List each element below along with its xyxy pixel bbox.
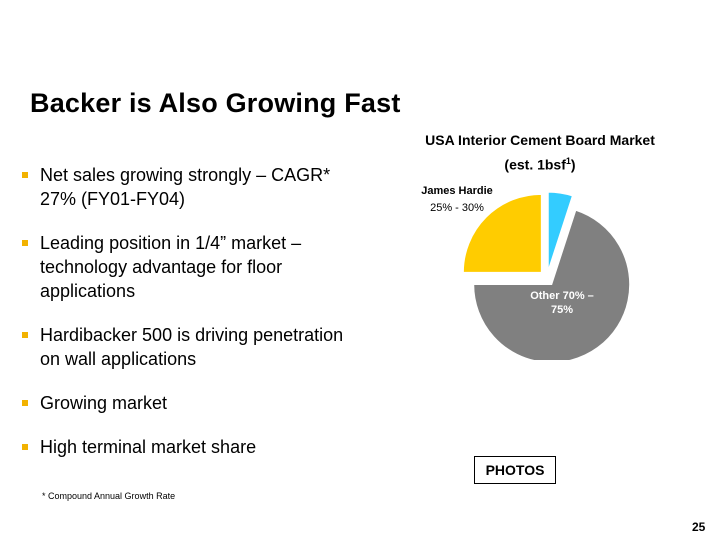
slice-label-other-line1: Other 70% –: [530, 290, 594, 302]
bullet-square-icon: [22, 332, 28, 338]
pie-chart: James Hardie 25% - 30% Other 70% – 75%: [421, 185, 631, 360]
chart-title-close: ): [570, 156, 576, 173]
chart-title-unit: (est. 1bsf: [504, 156, 566, 173]
bullet-item: High terminal market share: [20, 435, 360, 459]
pie-slices: [462, 191, 631, 360]
footnote: * Compound Annual Growth Rate: [42, 491, 176, 501]
bullet-item: Growing market: [20, 391, 360, 415]
pie-slice-small: [547, 191, 573, 271]
slide-title: Backer is Also Growing Fast: [30, 88, 401, 118]
pie-slice-other: [473, 209, 631, 360]
page-number: 25: [692, 520, 706, 534]
bullet-text: Hardibacker 500 is driving penetration o…: [40, 325, 344, 369]
slice-label-james-hardie-line2: 25% - 30%: [430, 202, 484, 214]
chart-title-line2: (est. 1bsf1): [395, 151, 685, 176]
slice-label-other-line2: 75%: [551, 304, 573, 316]
bullet-text: Leading position in 1/4” market – techno…: [40, 233, 302, 301]
chart-title-line1: USA Interior Cement Board Market: [425, 132, 655, 148]
bullet-square-icon: [22, 400, 28, 406]
photos-placeholder: PHOTOS: [474, 456, 556, 484]
bullet-item: Hardibacker 500 is driving penetration o…: [20, 323, 360, 371]
bullet-list: Net sales growing strongly – CAGR* 27% (…: [20, 163, 360, 479]
bullet-text: High terminal market share: [40, 437, 257, 457]
bullet-item: Net sales growing strongly – CAGR* 27% (…: [20, 163, 360, 211]
pie-slice-james-hardie: [462, 193, 542, 273]
chart-title: USA Interior Cement Board Market (est. 1…: [395, 130, 685, 176]
bullet-square-icon: [22, 444, 28, 450]
bullet-text: Growing market: [40, 393, 168, 413]
slice-label-james-hardie-line1: James Hardie: [421, 185, 493, 197]
bullet-square-icon: [22, 240, 28, 246]
bullet-item: Leading position in 1/4” market – techno…: [20, 231, 360, 303]
bullet-text: Net sales growing strongly – CAGR* 27% (…: [40, 165, 331, 209]
bullet-square-icon: [22, 172, 28, 178]
chart-title-footnote-mark: 1: [565, 156, 571, 166]
